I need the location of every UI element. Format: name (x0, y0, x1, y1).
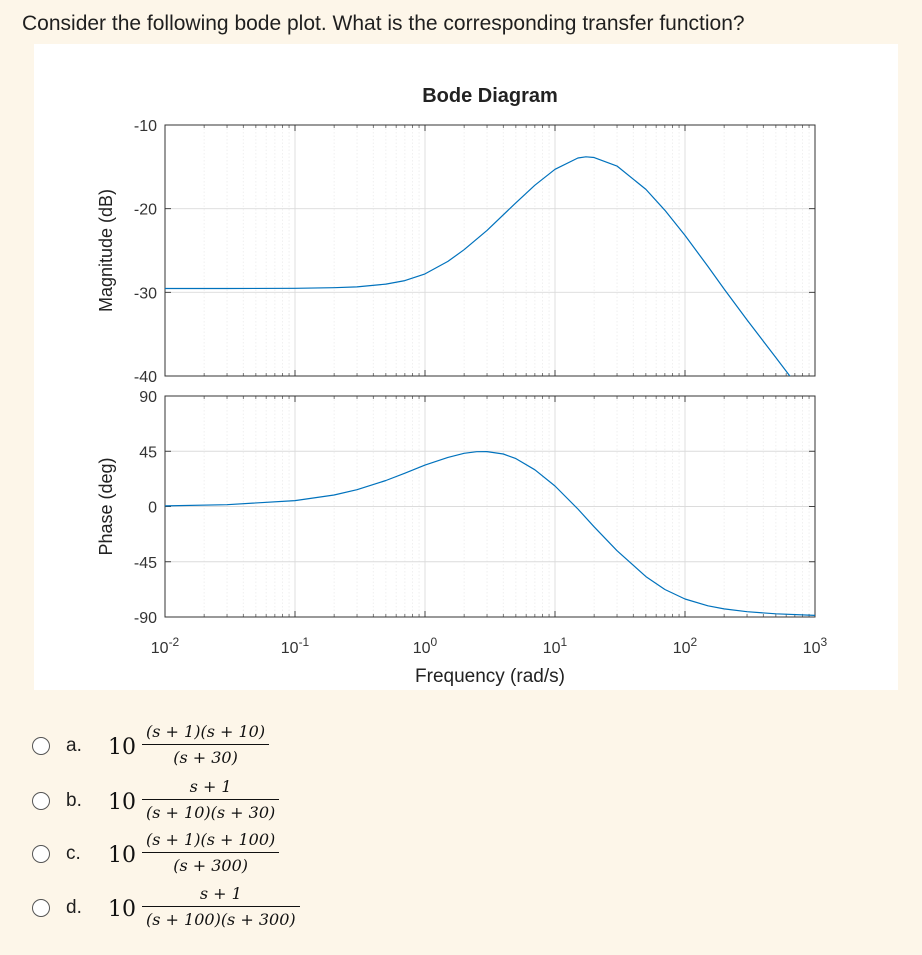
option-d-radio[interactable] (32, 899, 50, 917)
option-b[interactable]: b. 10 s + 1 (s + 10)(s + 30) (30, 777, 430, 831)
phase-y-axis-label: Phase (deg) (96, 457, 116, 555)
phase-y-tick-label: 0 (148, 500, 157, 517)
x-tick-exponent: -2 (169, 635, 180, 649)
option-b-denominator: (s + 10)(s + 30) (146, 803, 276, 823)
x-axis-label: Frequency (rad/s) (415, 666, 565, 687)
option-a-denominator: (s + 30) (173, 748, 238, 768)
magnitude-y-tick-label: -30 (134, 285, 157, 302)
option-b-fraction: s + 1 (s + 10)(s + 30) (142, 777, 280, 823)
option-a-numerator: (s + 1)(s + 10) (146, 722, 266, 741)
x-tick-label: 102 (673, 635, 698, 657)
phase-axes-box (164, 395, 816, 618)
option-b-letter: b. (66, 790, 82, 811)
magnitude-y-tick-label: -40 (134, 369, 157, 386)
option-a-fraction: (s + 1)(s + 10) (s + 30) (142, 722, 270, 768)
magnitude-curve (165, 156, 791, 376)
option-b-numerator: s + 1 (189, 777, 232, 796)
phase-y-tick-label: 90 (139, 389, 157, 406)
x-tick-base: 10 (281, 640, 299, 657)
option-a-radio[interactable] (32, 737, 50, 755)
magnitude-axes-box (164, 124, 816, 377)
x-tick-base: 10 (673, 640, 691, 657)
magnitude-y-tick-label: -10 (134, 118, 157, 135)
option-c-radio[interactable] (32, 845, 50, 863)
phase-curve (165, 451, 815, 616)
x-tick-base: 10 (803, 640, 821, 657)
option-d-fraction-bar (142, 906, 300, 908)
x-tick-base: 10 (543, 640, 561, 657)
option-d-fraction: s + 1 (s + 100)(s + 300) (142, 884, 300, 929)
x-tick-exponent: 0 (431, 635, 438, 649)
phase-y-tick-label: 45 (139, 444, 157, 461)
magnitude-y-tick-label: -20 (134, 202, 157, 219)
question-text: Consider the following bode plot. What i… (22, 12, 745, 35)
option-a-letter: a. (66, 735, 82, 756)
option-d-letter: d. (66, 897, 82, 918)
option-c-fraction: (s + 1)(s + 100) (s + 300) (142, 830, 280, 876)
option-c-fraction-bar (142, 852, 280, 854)
option-b-gain: 10 (108, 790, 136, 815)
x-tick-label: 10-1 (281, 635, 310, 657)
option-d-gain: 10 (108, 897, 136, 922)
option-a-fraction-bar (142, 744, 270, 746)
x-tick-base: 10 (413, 640, 431, 657)
magnitude-y-axis-label: Magnitude (dB) (96, 189, 116, 312)
x-tick-label: 101 (543, 635, 568, 657)
option-d-numerator: s + 1 (199, 884, 242, 903)
phase-y-tick-label: -45 (134, 555, 157, 572)
option-a-gain: 10 (108, 735, 136, 760)
option-b-fraction-bar (142, 799, 280, 801)
option-c-gain: 10 (108, 843, 136, 868)
bode-plot-figure: Bode Diagram -10 -20 -30 -40 Magnitude (dB) 90… (34, 44, 898, 690)
chart-title: Bode Diagram (422, 85, 558, 107)
x-tick-exponent: 3 (821, 635, 828, 649)
x-tick-exponent: 1 (561, 635, 568, 649)
x-tick-label: 103 (803, 635, 828, 657)
option-d-denominator: (s + 100)(s + 300) (146, 910, 296, 930)
x-tick-label: 100 (413, 635, 438, 657)
phase-y-tick-label: -90 (134, 610, 157, 627)
option-c-numerator: (s + 1)(s + 100) (146, 830, 276, 849)
magnitude-plot-area (165, 125, 815, 376)
x-tick-base: 10 (151, 640, 169, 657)
option-b-radio[interactable] (32, 792, 50, 810)
option-d[interactable]: d. 10 s + 1 (s + 100)(s + 300) (30, 884, 430, 938)
x-tick-label: 10-2 (151, 635, 180, 657)
option-c-denominator: (s + 300) (173, 856, 249, 876)
option-c[interactable]: c. 10 (s + 1)(s + 100) (s + 300) (30, 830, 430, 884)
option-a[interactable]: a. 10 (s + 1)(s + 10) (s + 30) (30, 722, 430, 776)
x-tick-exponent: 2 (691, 635, 698, 649)
option-c-letter: c. (66, 843, 81, 864)
x-tick-exponent: -1 (299, 635, 310, 649)
